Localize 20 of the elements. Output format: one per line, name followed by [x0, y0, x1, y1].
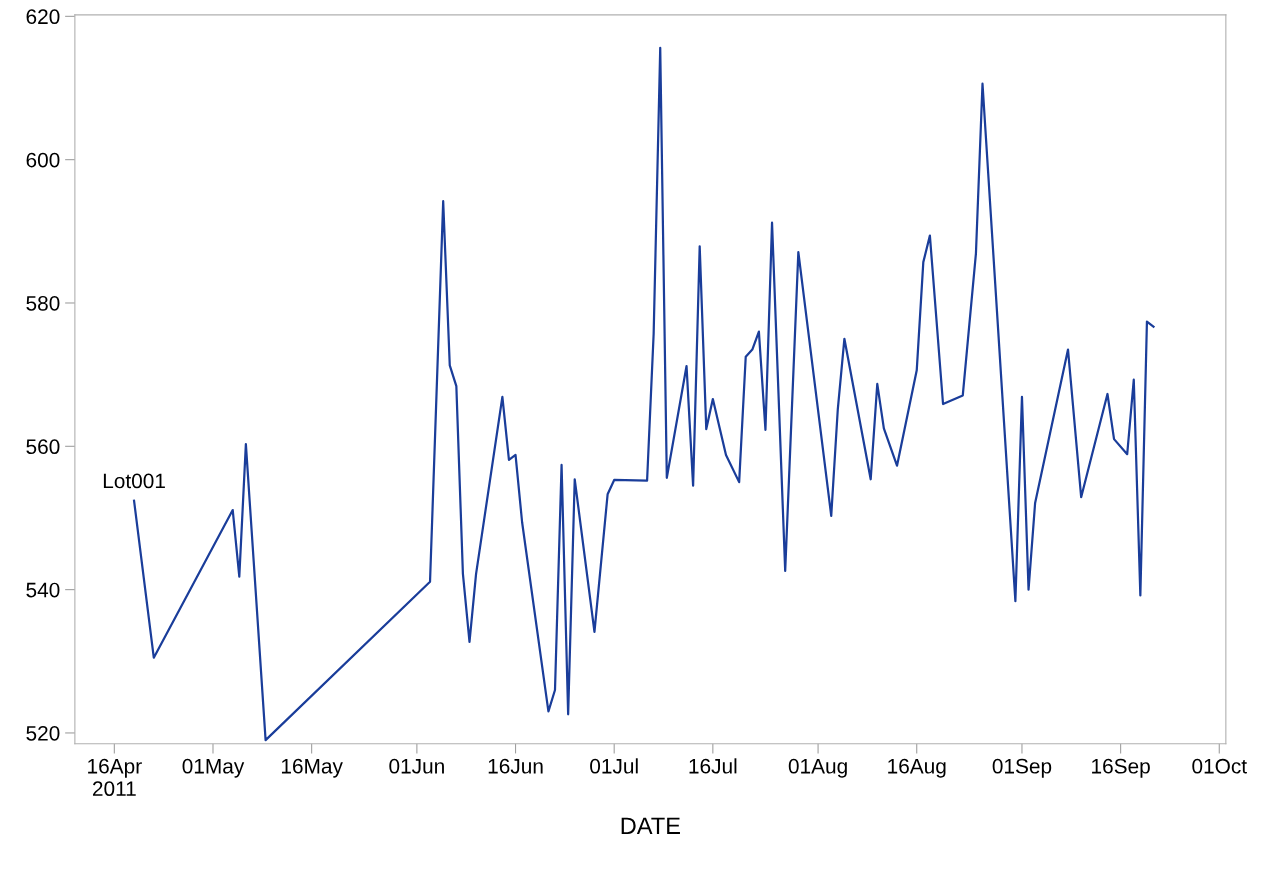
x-tick-label: 01Oct: [1192, 758, 1247, 774]
x-tick-label: 16Jul: [689, 758, 737, 774]
x-tick-label: 16Jun: [488, 758, 543, 774]
x-tick-label: 16Apr 2011: [88, 758, 142, 797]
x-tick-label: 01Jul: [590, 758, 638, 774]
x-tick-label: 16Aug: [888, 758, 946, 778]
y-tick-label: 620: [26, 9, 60, 25]
y-tick-label: 540: [26, 582, 60, 598]
y-tick-label: 600: [26, 152, 60, 168]
x-tick-label: 01Jun: [389, 758, 444, 774]
y-tick-label: 580: [26, 295, 60, 311]
y-tick-label: 560: [26, 439, 60, 455]
x-tick-label: 01May: [182, 758, 245, 778]
x-tick-label: 16May: [281, 758, 343, 778]
x-tick-label: 01Aug: [788, 758, 847, 778]
x-tick-label: 01Sep: [992, 758, 1052, 778]
x-axis-title: DATE: [621, 817, 680, 834]
y-tick-label: 520: [26, 725, 60, 741]
x-tick-label: 16Sep: [1092, 758, 1150, 778]
series-label: Lot001: [103, 473, 165, 489]
